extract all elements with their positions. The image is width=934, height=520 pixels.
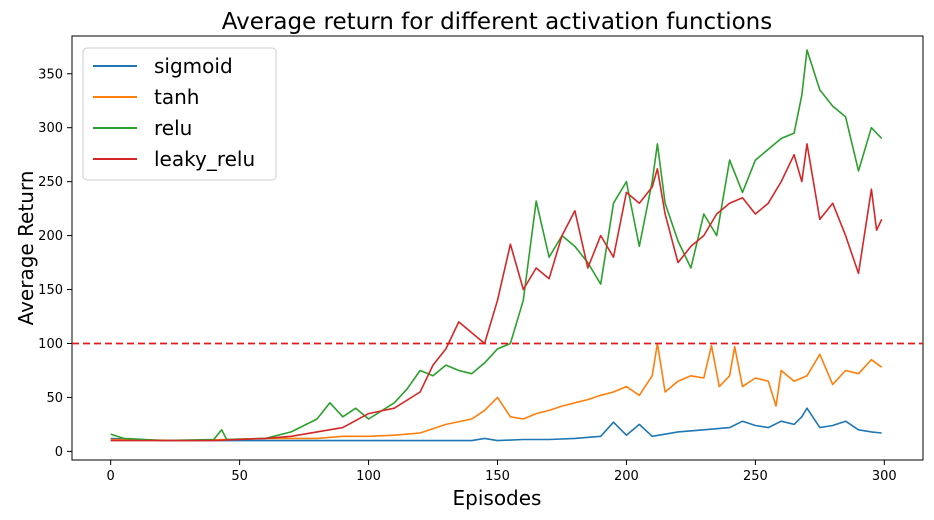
legend-label-tanh: tanh (154, 85, 199, 109)
y-tick-label: 350 (38, 67, 63, 82)
series-layer (110, 49, 883, 442)
legend-box (82, 47, 277, 181)
y-tick-label: 150 (38, 283, 63, 298)
legend: sigmoid tanh relu leaky_relu (82, 47, 277, 181)
y-tick-label: 50 (46, 391, 63, 406)
x-axis-title: Episodes (453, 486, 542, 510)
y-tick-label: 200 (38, 229, 63, 244)
x-tick-label: 50 (231, 469, 248, 484)
x-tick-label: 200 (614, 469, 639, 484)
y-axis-title: Average Return (14, 171, 38, 326)
x-tick-label: 100 (356, 469, 381, 484)
y-tick-label: 0 (55, 445, 63, 460)
series-line-sigmoid (110, 407, 882, 442)
x-tick-label: 0 (107, 469, 115, 484)
y-tick-label: 100 (38, 337, 63, 352)
legend-label-sigmoid: sigmoid (154, 54, 233, 78)
series-line-tanh (110, 342, 883, 442)
x-tick-label: 300 (872, 469, 897, 484)
y-ticks: 0 50 100 150 200 250 300 350 (38, 67, 72, 460)
y-tick-label: 250 (38, 175, 63, 190)
y-tick-label: 300 (38, 121, 63, 136)
chart-title: Average return for different activation … (222, 9, 772, 35)
series-line-leaky-relu (110, 143, 883, 442)
series-line-relu (110, 49, 883, 442)
x-tick-label: 250 (743, 469, 768, 484)
legend-label-leaky-relu: leaky_relu (154, 147, 255, 171)
legend-label-relu: relu (154, 116, 192, 140)
x-tick-label: 150 (485, 469, 510, 484)
x-ticks: 0 50 100 150 200 250 300 (107, 460, 897, 484)
